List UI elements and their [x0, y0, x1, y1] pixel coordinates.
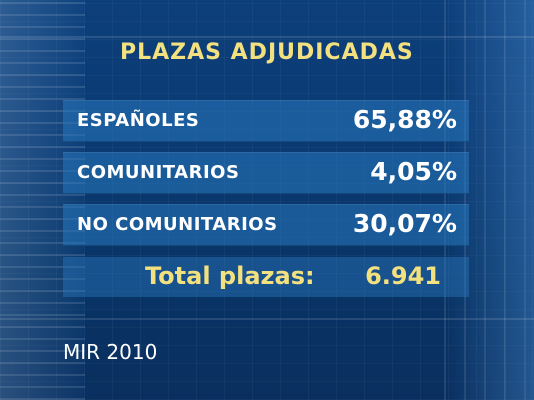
source-caption: MIR 2010: [63, 340, 158, 364]
row-label: COMUNITARIOS: [77, 162, 240, 183]
row-value: 65,88%: [352, 105, 457, 134]
row-value: 30,07%: [352, 209, 457, 238]
page-title: PLAZAS ADJUDICADAS: [120, 40, 414, 65]
row-espanoles: ESPAÑOLES 65,88%: [63, 100, 469, 142]
row-label: NO COMUNITARIOS: [77, 214, 278, 235]
background-building-right: [444, 0, 534, 400]
total-value: 6.941: [365, 262, 441, 290]
row-label: ESPAÑOLES: [77, 110, 200, 131]
row-value: 4,05%: [370, 157, 457, 186]
background-divider: [0, 318, 534, 320]
total-row: Total plazas: 6.941: [63, 257, 469, 297]
total-label: Total plazas:: [145, 262, 315, 290]
row-no-comunitarios: NO COMUNITARIOS 30,07%: [63, 204, 469, 246]
background-divider: [0, 36, 534, 38]
row-comunitarios: COMUNITARIOS 4,05%: [63, 152, 469, 194]
background-building-left: [0, 0, 85, 400]
